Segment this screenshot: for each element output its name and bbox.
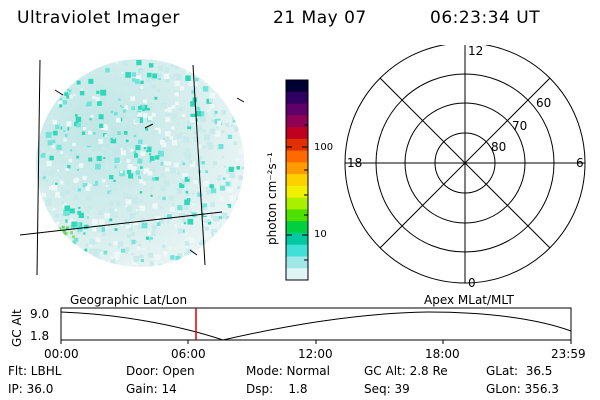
x-tick-0600: 06:00: [171, 347, 206, 361]
colorbar-band: [286, 221, 308, 234]
polar-diagonal-2: [379, 77, 551, 249]
colorbar-band: [286, 256, 308, 269]
geographic-latlon-label: Geographic Lat/Lon: [70, 293, 188, 307]
gain-info: Gain: 14: [126, 382, 177, 396]
colorbar-tick-100: 100: [314, 142, 334, 153]
observation-time: 06:23:34 UT: [430, 8, 541, 28]
sequence-info: Seq: 39: [364, 382, 410, 396]
gc-altitude-timeline: [60, 307, 572, 344]
colorbar-gradient: [286, 80, 308, 281]
colorbar-band: [286, 91, 308, 105]
colorbar-band: [286, 80, 308, 93]
lat-lon-grid: [19, 59, 245, 276]
x-tick-0000: 00:00: [44, 347, 79, 361]
y-tick-top: 9.0: [30, 307, 50, 321]
colorbar-band: [286, 115, 308, 128]
colorbar-band: [286, 268, 308, 281]
door-info: Door: Open: [126, 364, 195, 378]
colorbar-frame: [285, 79, 309, 281]
polar-label-18: 18: [347, 156, 363, 170]
x-tick-1200: 12:00: [298, 347, 333, 361]
altitude-curve: [60, 311, 572, 341]
timeline-frame: [60, 307, 572, 341]
x-tick-1800: 18:00: [425, 347, 460, 361]
colorbar-band: [286, 138, 308, 152]
observation-date: 21 May 07: [273, 8, 367, 28]
gc-alt-axis-label: GC Alt: [10, 309, 24, 347]
ip-info: IP: 36.0: [8, 382, 54, 396]
colorbar-band: [286, 185, 308, 199]
glat-info: GLat: 36.5: [486, 364, 553, 378]
colorbar-band: [286, 127, 308, 140]
polar-label-6: 6: [576, 156, 584, 170]
timeline-ticks: [60, 340, 572, 344]
colorbar-band: [286, 209, 308, 222]
colorbar-band: [286, 244, 308, 257]
filter-info: Flt: LBHL: [8, 364, 62, 378]
polar-label-12: 12: [468, 44, 484, 58]
y-tick-bottom: 1.8: [30, 329, 50, 343]
colorbar-band: [286, 174, 308, 187]
colorbar: [285, 79, 309, 281]
colorbar-band: [286, 197, 308, 210]
polar-label-0: 0: [468, 276, 476, 290]
polar-ring-label-80: 80: [491, 140, 507, 154]
colorbar-ticks: [286, 124, 308, 261]
colorbar-band: [286, 162, 308, 175]
x-tick-2359: 23:59: [551, 347, 586, 361]
colorbar-units-label: photon cm⁻²s⁻¹: [265, 152, 279, 245]
colorbar-band: [286, 150, 308, 163]
instrument-title: Ultraviolet Imager: [17, 8, 180, 28]
colorbar-band: [286, 103, 308, 116]
mode-info: Mode: Normal: [246, 364, 330, 378]
polar-ring-label-60: 60: [536, 96, 552, 110]
polar-mlat-mlt-plot: [344, 45, 586, 284]
aurora-speckle: [37, 59, 244, 267]
polar-ring-label-70: 70: [512, 119, 528, 133]
apex-mlat-mlt-label: Apex MLat/MLT: [424, 293, 514, 307]
dsp-info: Dsp: 1.8: [246, 382, 308, 396]
glon-info: GLon: 356.3: [486, 382, 559, 396]
colorbar-band: [286, 232, 308, 246]
uv-earth-image: [19, 59, 245, 276]
colorbar-tick-10: 10: [314, 229, 327, 240]
gc-alt-info: GC Alt: 2.8 Re: [364, 364, 448, 378]
